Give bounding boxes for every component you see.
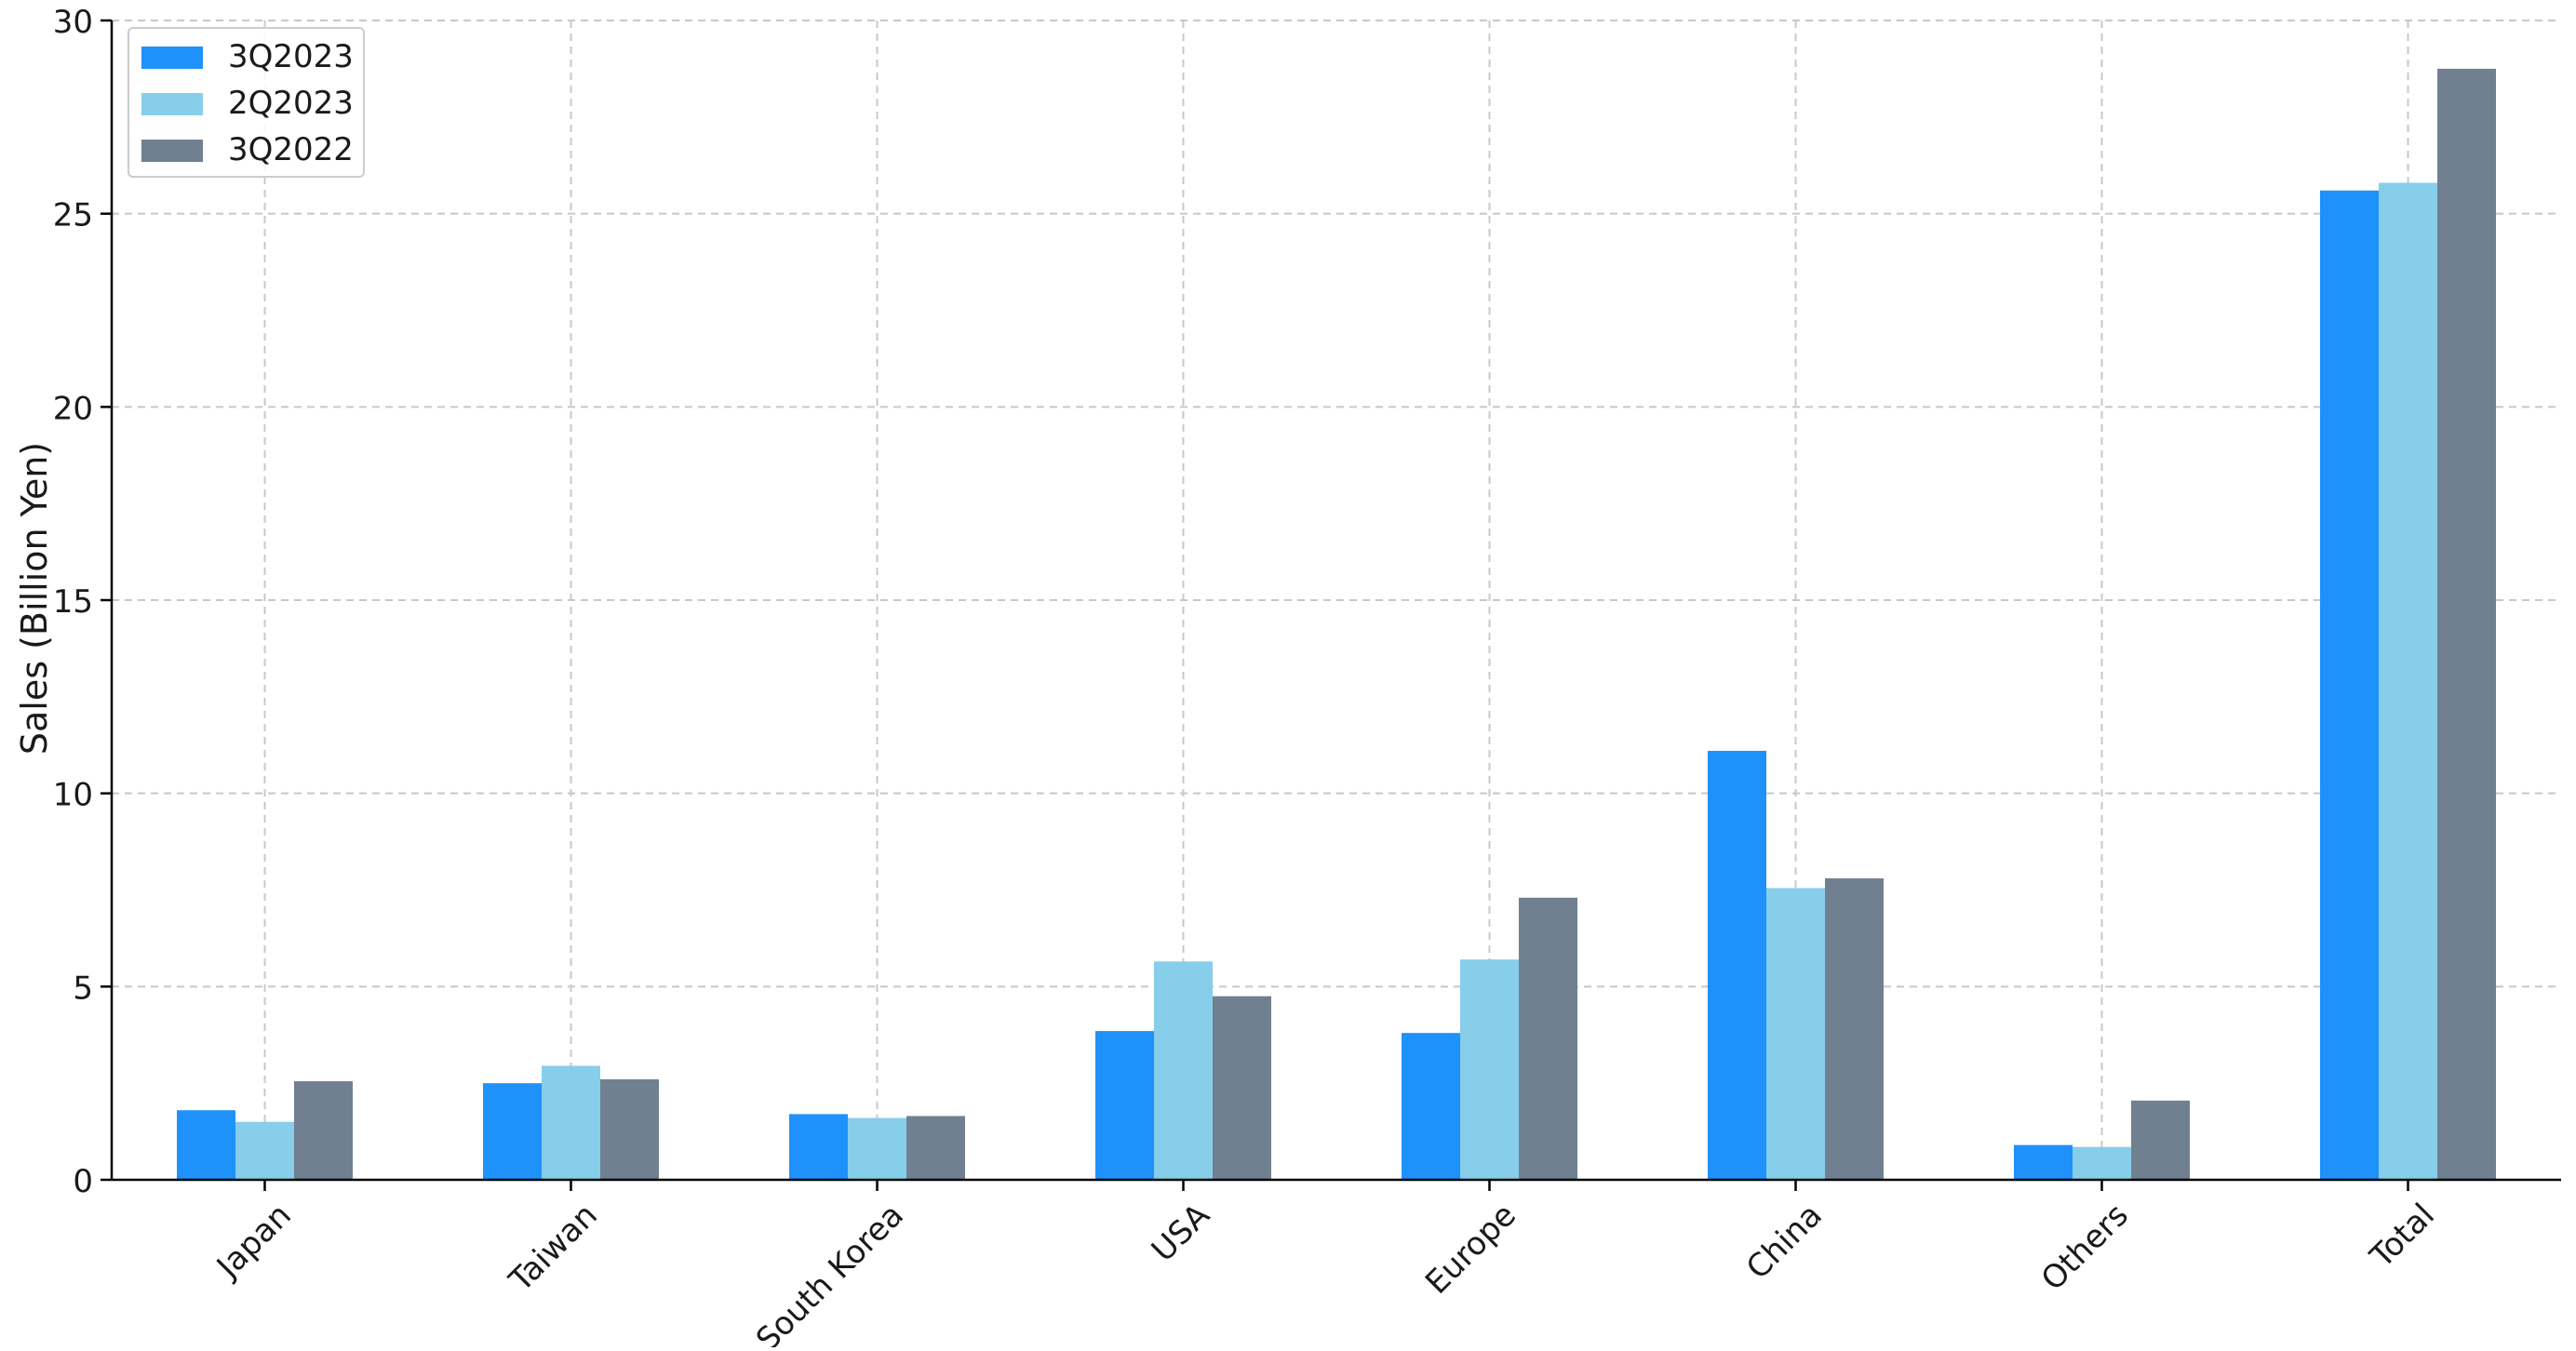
bar-3q2022-others	[2131, 1100, 2190, 1180]
bar-3q2023-china	[1708, 750, 1766, 1180]
legend: 3Q2023 2Q2023 3Q2022	[127, 27, 365, 178]
bar-2q2023-others	[2073, 1146, 2131, 1180]
legend-label-2q2023: 2Q2023	[228, 85, 354, 122]
bar-3q2023-total	[2320, 190, 2379, 1180]
bar-2q2023-europe	[1460, 959, 1519, 1180]
bar-3q2022-total	[2437, 68, 2496, 1181]
label-layer: Sales (Billion Yen)	[14, 442, 55, 755]
y-tick-label: 20	[53, 390, 93, 427]
y-tick-label: 15	[53, 583, 93, 621]
y-tick-label: 25	[53, 197, 93, 234]
legend-swatch-3q2022	[141, 140, 203, 162]
bar-2q2023-usa	[1154, 961, 1213, 1180]
x-tick-label: South Korea	[749, 1197, 911, 1347]
bar-3q2023-europe	[1402, 1033, 1460, 1180]
bar-2q2023-south-korea	[848, 1117, 906, 1180]
bar-3q2022-japan	[294, 1081, 353, 1180]
y-tick-label: 10	[53, 777, 93, 814]
bar-3q2022-south-korea	[906, 1116, 965, 1180]
y-tick-label: 30	[53, 4, 93, 41]
bar-3q2023-taiwan	[483, 1083, 542, 1180]
bar-2q2023-china	[1766, 888, 1825, 1180]
y-tick-label: 5	[73, 970, 93, 1007]
x-tick-label: USA	[1145, 1197, 1217, 1269]
bar-2q2023-total	[2379, 182, 2437, 1181]
bar-3q2023-others	[2014, 1144, 2073, 1180]
legend-swatch-2q2023	[141, 93, 203, 115]
x-tick-label: Others	[2034, 1197, 2136, 1298]
y-axis-label: Sales (Billion Yen)	[14, 442, 55, 755]
y-tick-label: 0	[73, 1163, 93, 1200]
bar-3q2023-japan	[177, 1110, 235, 1180]
x-tick-label: Total	[2363, 1197, 2442, 1276]
bar-3q2023-south-korea	[789, 1114, 848, 1180]
bar-3q2022-europe	[1519, 897, 1577, 1180]
bar-3q2022-taiwan	[600, 1079, 659, 1180]
bar-2q2023-taiwan	[542, 1065, 600, 1180]
x-tick-label: Europe	[1418, 1197, 1523, 1302]
grid-layer	[112, 20, 2561, 1181]
bar-layer	[177, 68, 2496, 1181]
x-tick-label: Taiwan	[502, 1197, 605, 1300]
bar-3q2022-usa	[1213, 996, 1271, 1180]
bar-3q2022-china	[1825, 878, 1884, 1180]
legend-swatch-3q2023	[141, 47, 203, 69]
legend-label-3q2022: 3Q2022	[228, 131, 354, 168]
legend-label-3q2023: 3Q2023	[228, 38, 354, 75]
x-tick-label: Japan	[208, 1197, 299, 1287]
x-tick-label: China	[1739, 1197, 1830, 1287]
bar-2q2023-japan	[235, 1121, 294, 1180]
bar-3q2023-usa	[1095, 1031, 1154, 1180]
